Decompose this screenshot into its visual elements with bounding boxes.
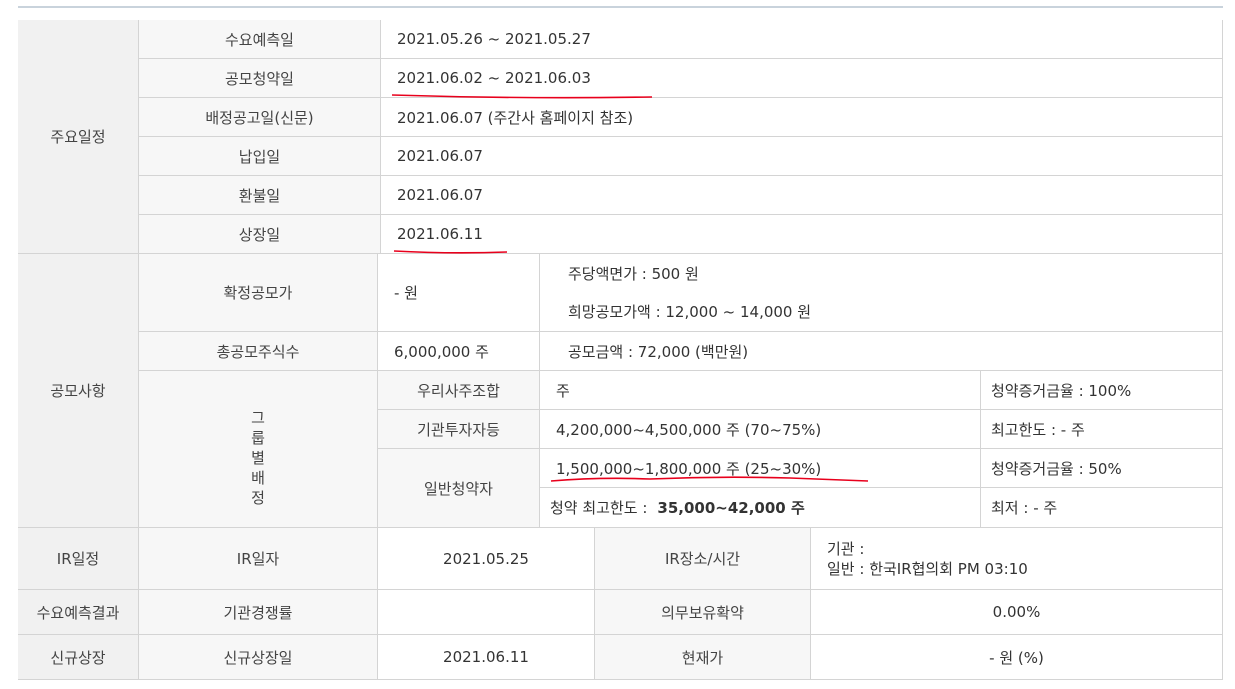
schedule-row-label: 상장일 bbox=[139, 215, 381, 254]
ir-place-value: 기관 : 일반 : 한국IR협의회 PM 03:10 bbox=[811, 528, 1223, 590]
employee-shares: 주 bbox=[540, 371, 981, 410]
current-price-label: 현재가 bbox=[595, 635, 811, 680]
new-listing-date-value: 2021.06.11 bbox=[378, 635, 595, 680]
schedule-row-label: 납입일 bbox=[139, 137, 381, 176]
retail-max-limit-value: 35,000~42,000 주 bbox=[657, 499, 805, 517]
offering-section-header: 공모사항 bbox=[18, 254, 139, 528]
offering-amount: 공모금액 : 72,000 (백만원) bbox=[540, 332, 1223, 371]
par-value: 주당액면가 : 500 원 bbox=[568, 264, 699, 283]
ir-date-value: 2021.05.25 bbox=[378, 528, 595, 590]
retail-margin-rate: 청약증거금율 : 50% bbox=[981, 449, 1223, 488]
ir-place-general: 일반 : 한국IR협의회 PM 03:10 bbox=[827, 559, 1028, 578]
refund-date: 2021.06.07 bbox=[381, 176, 1223, 215]
lockup-value: 0.00% bbox=[811, 590, 1223, 635]
ir-date-label: IR일자 bbox=[139, 528, 378, 590]
subscription-date: 2021.06.02 ~ 2021.06.03 bbox=[381, 59, 1223, 98]
final-price-value: - 원 bbox=[378, 254, 540, 332]
final-price-label: 확정공모가 bbox=[139, 254, 378, 332]
ir-place-label: IR장소/시간 bbox=[595, 528, 811, 590]
new-listing-date-label: 신규상장일 bbox=[139, 635, 378, 680]
competition-label: 기관경쟁률 bbox=[139, 590, 378, 635]
group-label-char: 룹 bbox=[251, 429, 265, 447]
competition-value bbox=[378, 590, 595, 635]
listing-section-header: 신규상장 bbox=[18, 635, 139, 680]
total-shares-value: 6,000,000 주 bbox=[378, 332, 540, 371]
ir-place-institution: 기관 : bbox=[827, 539, 865, 558]
institution-max-limit: 최고한도 : - 주 bbox=[981, 410, 1223, 449]
employee-label: 우리사주조합 bbox=[378, 371, 540, 410]
current-price-value: - 원 (%) bbox=[811, 635, 1223, 680]
retail-max-limit: 청약 최고한도 : 35,000~42,000 주 bbox=[540, 488, 981, 528]
schedule-row-label: 배정공고일(신문) bbox=[139, 98, 381, 137]
payment-date: 2021.06.07 bbox=[381, 137, 1223, 176]
ir-section-header: IR일정 bbox=[18, 528, 139, 590]
desired-price: 희망공모가액 : 12,000 ~ 14,000 원 bbox=[568, 302, 812, 321]
retail-shares: 1,500,000~1,800,000 주 (25~30%) bbox=[540, 449, 981, 488]
group-label-char: 배 bbox=[251, 469, 265, 487]
price-info: 주당액면가 : 500 원 희망공모가액 : 12,000 ~ 14,000 원 bbox=[540, 254, 1223, 332]
employee-margin-rate: 청약증거금율 : 100% bbox=[981, 371, 1223, 410]
retail-label: 일반청약자 bbox=[378, 449, 540, 528]
listing-date: 2021.06.11 bbox=[381, 215, 1223, 254]
top-border bbox=[18, 6, 1223, 8]
group-label-char: 별 bbox=[251, 449, 265, 467]
demand-forecast-date: 2021.05.26 ~ 2021.05.27 bbox=[381, 20, 1223, 59]
group-label-char: 정 bbox=[251, 489, 265, 507]
demand-section-header: 수요예측결과 bbox=[18, 590, 139, 635]
total-shares-label: 총공모주식수 bbox=[139, 332, 378, 371]
lockup-label: 의무보유확약 bbox=[595, 590, 811, 635]
institution-shares: 4,200,000~4,500,000 주 (70~75%) bbox=[540, 410, 981, 449]
schedule-row-label: 수요예측일 bbox=[139, 20, 381, 59]
schedule-section-header: 주요일정 bbox=[18, 20, 139, 254]
group-allocation-label: 그 룹 별 배 정 bbox=[139, 371, 378, 528]
group-label-char: 그 bbox=[251, 409, 265, 427]
institution-label: 기관투자자등 bbox=[378, 410, 540, 449]
allocation-notice-date: 2021.06.07 (주간사 홈페이지 참조) bbox=[381, 98, 1223, 137]
schedule-row-label: 환불일 bbox=[139, 176, 381, 215]
retail-max-limit-label: 청약 최고한도 : bbox=[550, 499, 648, 517]
retail-minimum: 최저 : - 주 bbox=[981, 488, 1223, 528]
schedule-row-label: 공모청약일 bbox=[139, 59, 381, 98]
